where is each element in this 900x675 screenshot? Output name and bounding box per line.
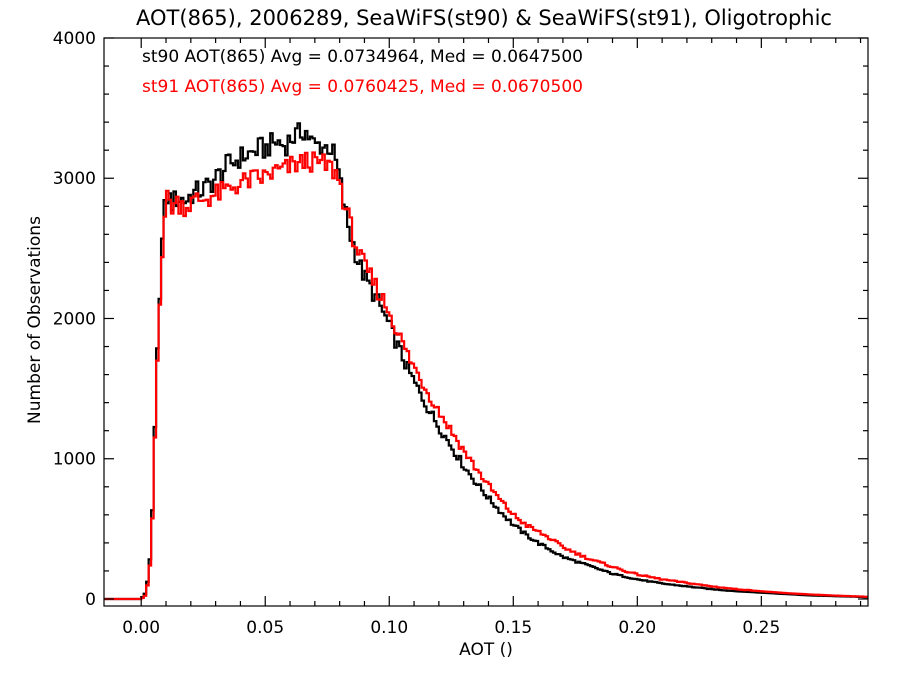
y-tick-label: 1000 (53, 450, 96, 470)
x-tick-label: 0.25 (742, 618, 780, 638)
y-axis-label: Number of Observations (25, 216, 45, 424)
legend-entry-st90: st90 AOT(865) Avg = 0.0734964, Med = 0.0… (142, 47, 583, 67)
y-tick-label: 0 (85, 590, 96, 610)
series-line-2 (104, 151, 868, 601)
x-axis-label: AOT () (459, 640, 513, 660)
x-tick-label: 0.15 (494, 618, 532, 638)
y-tick-label: 3000 (53, 169, 96, 189)
series-line-1 (104, 122, 868, 601)
x-tick-label: 0.10 (370, 618, 408, 638)
x-tick-label: 0.05 (246, 618, 284, 638)
x-tick-label: 0.20 (618, 618, 656, 638)
y-tick-label: 2000 (53, 309, 96, 329)
x-ticks: 0.00 0.05 0.10 0.15 0.20 0.25 (122, 38, 862, 638)
chart-title: AOT(865), 2006289, SeaWiFS(st90) & SeaWi… (136, 6, 832, 30)
y-ticks: 0 1000 2000 3000 4000 (53, 29, 868, 610)
plot-frame (103, 37, 869, 607)
x-tick-label: 0.00 (122, 618, 160, 638)
legend-entry-st91: st91 AOT(865) Avg = 0.0760425, Med = 0.0… (142, 77, 583, 97)
series-layer (104, 122, 868, 601)
y-tick-label: 4000 (53, 29, 96, 49)
